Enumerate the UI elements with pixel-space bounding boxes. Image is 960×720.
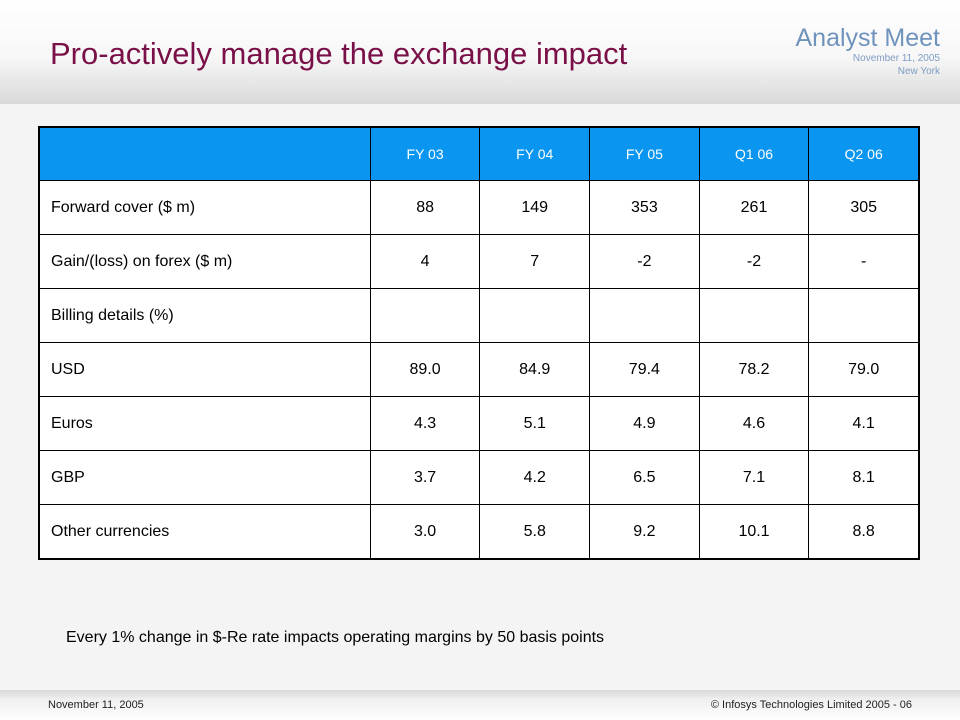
table-cell <box>479 288 591 343</box>
table-cell: 4.9 <box>589 396 700 451</box>
table-header-row: FY 03 FY 04 FY 05 Q1 06 Q2 06 <box>38 126 920 181</box>
table-cell: 6.5 <box>589 450 700 505</box>
table-cell: 10.1 <box>698 504 810 560</box>
table-cell: 4.1 <box>808 396 920 451</box>
exchange-table: FY 03 FY 04 FY 05 Q1 06 Q2 06 Forward co… <box>38 126 920 560</box>
footnote-text: Every 1% change in $-Re rate impacts ope… <box>66 629 605 646</box>
table-row: Other currencies 3.0 5.8 9.2 10.1 8.8 <box>38 504 920 560</box>
column-header <box>38 126 371 181</box>
slide-header: Pro-actively manage the exchange impact … <box>0 0 960 104</box>
table-cell <box>589 288 700 343</box>
column-header: Q2 06 <box>808 126 920 181</box>
table-cell: 89.0 <box>369 342 481 397</box>
table-cell: 305 <box>808 180 920 235</box>
table-cell: 4 <box>369 234 481 289</box>
table-cell: 4.3 <box>369 396 481 451</box>
row-label: Other currencies <box>38 504 371 560</box>
table-cell: 353 <box>589 180 700 235</box>
table-cell: -2 <box>698 234 810 289</box>
table-cell: 149 <box>479 180 591 235</box>
table-row: Forward cover ($ m) 88 149 353 261 305 <box>38 180 920 235</box>
table-cell: 79.4 <box>589 342 700 397</box>
table-cell: 3.7 <box>369 450 481 505</box>
table-cell: 7 <box>479 234 591 289</box>
table-cell: 79.0 <box>808 342 920 397</box>
table-cell: 7.1 <box>698 450 810 505</box>
table-cell: 88 <box>369 180 481 235</box>
event-date: November 11, 2005 <box>852 53 940 64</box>
table-cell: -2 <box>589 234 700 289</box>
footer-date: November 11, 2005 <box>48 699 144 711</box>
row-label: USD <box>38 342 371 397</box>
footer-copyright: © Infosys Technologies Limited 2005 - 06 <box>710 699 912 711</box>
table-cell: 4.2 <box>479 450 591 505</box>
row-label: Euros <box>38 396 371 451</box>
event-name: Analyst Meet <box>795 24 940 52</box>
table-cell <box>698 288 810 343</box>
event-location: New York <box>897 66 940 77</box>
table-row: GBP 3.7 4.2 6.5 7.1 8.1 <box>38 450 920 505</box>
table-cell <box>808 288 920 343</box>
table-cell: 84.9 <box>479 342 591 397</box>
table-row: Billing details (%) <box>38 288 920 343</box>
column-header: Q1 06 <box>698 126 810 181</box>
column-header: FY 04 <box>479 126 591 181</box>
table-cell: 78.2 <box>698 342 810 397</box>
event-branding: Analyst Meet November 11, 2005 New York <box>795 24 940 78</box>
row-label: Gain/(loss) on forex ($ m) <box>38 234 371 289</box>
table-cell: - <box>808 234 920 289</box>
slide-title: Pro-actively manage the exchange impact <box>50 36 628 71</box>
table-cell: 5.8 <box>479 504 591 560</box>
table-row: USD 89.0 84.9 79.4 78.2 79.0 <box>38 342 920 397</box>
table-row: Gain/(loss) on forex ($ m) 4 7 -2 -2 - <box>38 234 920 289</box>
table-cell: 8.1 <box>808 450 920 505</box>
row-label: Billing details (%) <box>38 288 371 343</box>
row-label: GBP <box>38 450 371 505</box>
table-row: Euros 4.3 5.1 4.9 4.6 4.1 <box>38 396 920 451</box>
table-cell: 3.0 <box>369 504 481 560</box>
column-header: FY 03 <box>369 126 481 181</box>
slide-footer <box>0 690 960 720</box>
table-cell: 5.1 <box>479 396 591 451</box>
column-header: FY 05 <box>589 126 700 181</box>
table-cell <box>369 288 481 343</box>
table-cell: 8.8 <box>808 504 920 560</box>
table-cell: 261 <box>698 180 810 235</box>
table-cell: 9.2 <box>589 504 700 560</box>
row-label: Forward cover ($ m) <box>38 180 371 235</box>
table-cell: 4.6 <box>698 396 810 451</box>
